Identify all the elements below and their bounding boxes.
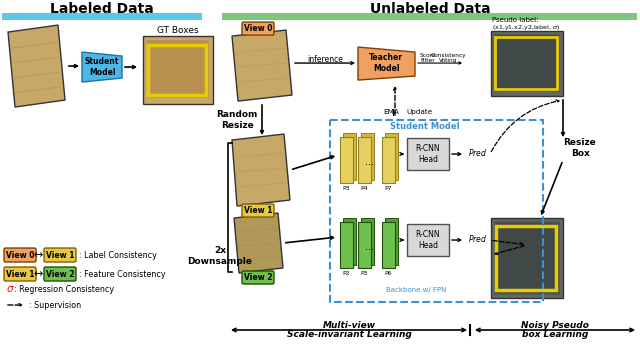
Text: View 1: View 1 bbox=[6, 270, 35, 278]
Text: ...: ... bbox=[365, 242, 374, 252]
FancyBboxPatch shape bbox=[242, 22, 274, 35]
Text: Teacher
Model: Teacher Model bbox=[369, 53, 403, 73]
Text: Noisy Pseudo: Noisy Pseudo bbox=[521, 320, 589, 330]
Bar bbox=[494, 34, 560, 92]
Text: Score
Filter: Score Filter bbox=[420, 53, 436, 64]
Polygon shape bbox=[234, 213, 283, 273]
Text: Student
Model: Student Model bbox=[85, 57, 119, 77]
FancyBboxPatch shape bbox=[242, 204, 274, 217]
Text: EMA: EMA bbox=[383, 109, 399, 115]
Bar bbox=[148, 45, 206, 95]
Text: Backbone w/ FPN: Backbone w/ FPN bbox=[386, 287, 446, 293]
Text: Random
Resize: Random Resize bbox=[216, 110, 258, 130]
Text: R-CNN
Head: R-CNN Head bbox=[416, 230, 440, 250]
Polygon shape bbox=[232, 30, 292, 101]
Bar bbox=[407, 224, 449, 256]
Text: Labeled Data: Labeled Data bbox=[50, 2, 154, 16]
Text: (x1,y1,x2,y2,label, $\sigma$): (x1,y1,x2,y2,label, $\sigma$) bbox=[492, 22, 560, 32]
Polygon shape bbox=[358, 137, 371, 183]
Bar bbox=[407, 138, 449, 170]
Text: Unlabeled Data: Unlabeled Data bbox=[370, 2, 490, 16]
Polygon shape bbox=[361, 133, 374, 180]
Text: P6: P6 bbox=[384, 271, 392, 276]
Text: $Pred$: $Pred$ bbox=[468, 232, 487, 244]
Text: $\sigma$: $\sigma$ bbox=[6, 284, 15, 294]
Text: R-CNN
Head: R-CNN Head bbox=[416, 144, 440, 164]
Text: Scale-invariant Learning: Scale-invariant Learning bbox=[287, 330, 412, 338]
Text: Multi-view: Multi-view bbox=[323, 320, 376, 330]
Bar bbox=[495, 35, 559, 91]
Text: Consistency
Voting: Consistency Voting bbox=[430, 53, 466, 64]
FancyBboxPatch shape bbox=[44, 248, 76, 262]
Text: box Learning: box Learning bbox=[522, 330, 588, 338]
Text: Pseudo label:: Pseudo label: bbox=[492, 17, 538, 23]
Text: ...: ... bbox=[365, 157, 374, 167]
Bar bbox=[222, 13, 637, 20]
Bar bbox=[496, 226, 556, 290]
Bar bbox=[495, 37, 557, 89]
Bar bbox=[491, 31, 563, 96]
Text: View 0: View 0 bbox=[244, 24, 272, 33]
Text: Student Model: Student Model bbox=[390, 121, 460, 131]
Polygon shape bbox=[340, 222, 353, 268]
Text: View 2: View 2 bbox=[244, 273, 272, 282]
Polygon shape bbox=[343, 218, 356, 265]
Text: Resize
Box: Resize Box bbox=[564, 138, 596, 158]
Text: View 2: View 2 bbox=[45, 270, 74, 278]
Bar bbox=[491, 218, 563, 298]
Bar bbox=[143, 36, 213, 104]
Text: : Supervision: : Supervision bbox=[29, 300, 81, 310]
Bar bbox=[2, 13, 202, 20]
Polygon shape bbox=[385, 218, 398, 265]
Text: : Label Consistency: : Label Consistency bbox=[79, 251, 157, 259]
Text: P7: P7 bbox=[384, 186, 392, 191]
Text: Update: Update bbox=[406, 109, 432, 115]
Polygon shape bbox=[382, 222, 395, 268]
Text: inference: inference bbox=[307, 54, 343, 64]
Text: ↔: ↔ bbox=[33, 250, 43, 260]
Text: P2: P2 bbox=[342, 271, 350, 276]
Text: P4: P4 bbox=[360, 186, 368, 191]
Text: : Feature Consistency: : Feature Consistency bbox=[79, 270, 166, 278]
Text: View 1: View 1 bbox=[244, 206, 272, 215]
Text: : Regression Consistency: : Regression Consistency bbox=[14, 285, 114, 293]
FancyBboxPatch shape bbox=[44, 267, 76, 281]
Text: View 1: View 1 bbox=[45, 251, 74, 259]
Text: P3: P3 bbox=[342, 186, 350, 191]
Text: 2x
Downsample: 2x Downsample bbox=[188, 246, 253, 266]
Text: GT Boxes: GT Boxes bbox=[157, 26, 199, 34]
Polygon shape bbox=[232, 134, 290, 206]
Bar bbox=[495, 223, 559, 293]
Polygon shape bbox=[385, 133, 398, 180]
Text: ↔: ↔ bbox=[33, 269, 43, 279]
Polygon shape bbox=[358, 47, 415, 80]
FancyBboxPatch shape bbox=[242, 271, 274, 284]
Text: $Pred$: $Pred$ bbox=[468, 146, 487, 158]
Bar bbox=[494, 221, 560, 295]
Bar bbox=[147, 40, 209, 98]
Polygon shape bbox=[340, 137, 353, 183]
Polygon shape bbox=[382, 137, 395, 183]
Polygon shape bbox=[343, 133, 356, 180]
Polygon shape bbox=[8, 25, 65, 107]
Polygon shape bbox=[361, 218, 374, 265]
Text: View 0: View 0 bbox=[6, 251, 35, 259]
Text: P3: P3 bbox=[360, 271, 368, 276]
FancyBboxPatch shape bbox=[4, 248, 36, 262]
Polygon shape bbox=[82, 52, 122, 82]
FancyBboxPatch shape bbox=[4, 267, 36, 281]
Polygon shape bbox=[358, 222, 371, 268]
